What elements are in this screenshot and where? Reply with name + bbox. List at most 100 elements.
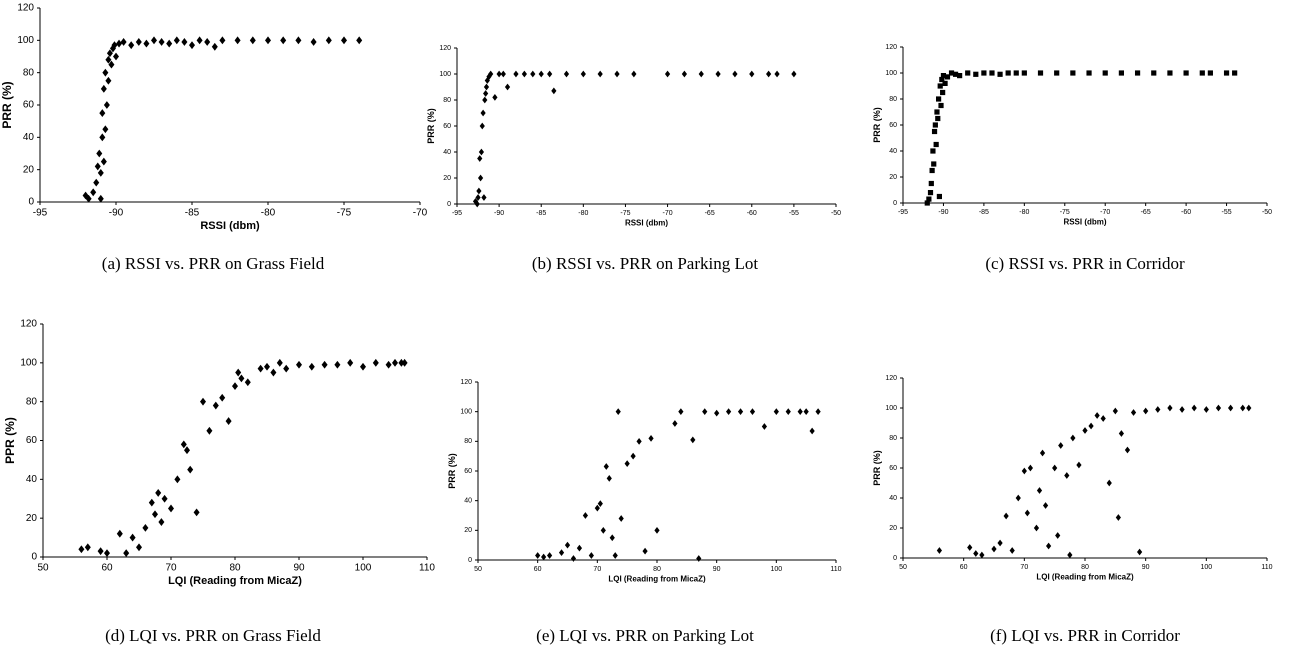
x-tick-label: -80	[261, 208, 276, 219]
point	[1055, 532, 1061, 539]
x-tick-label: -85	[536, 210, 546, 217]
point	[761, 423, 767, 430]
point	[935, 96, 942, 102]
point	[791, 70, 797, 78]
y-tick-label: 40	[889, 148, 897, 155]
x-tick-label: -60	[1181, 209, 1191, 216]
point	[136, 543, 142, 552]
y-tick-label: 120	[17, 3, 34, 14]
y-tick-label: 40	[443, 149, 451, 156]
point	[774, 70, 780, 78]
point	[93, 178, 100, 187]
x-tick-label: 70	[1020, 564, 1028, 571]
point	[1118, 70, 1124, 76]
point	[97, 194, 104, 203]
point	[749, 408, 756, 416]
point	[187, 465, 194, 474]
point	[116, 529, 123, 538]
point	[933, 141, 939, 148]
point	[1058, 442, 1064, 449]
point	[624, 460, 630, 467]
point	[1013, 70, 1019, 76]
point	[942, 80, 948, 86]
point	[702, 408, 708, 416]
point	[541, 553, 547, 561]
point	[85, 194, 92, 203]
point	[94, 162, 101, 171]
point	[360, 362, 366, 371]
point	[973, 550, 979, 557]
x-tick-label: 90	[293, 563, 305, 574]
x-tick-label: 100	[355, 563, 372, 574]
point	[325, 36, 332, 45]
point	[681, 70, 687, 78]
point	[991, 545, 997, 553]
y-tick-label: 120	[460, 379, 472, 386]
point	[477, 174, 484, 182]
point	[1134, 70, 1141, 76]
y-tick-label: 0	[468, 557, 472, 564]
x-tick-label: 80	[653, 566, 661, 573]
point	[257, 364, 264, 373]
x-tick-label: 90	[713, 566, 721, 573]
caption: (a) RSSI vs. PRR on Grass Field	[102, 254, 325, 273]
caption: (f) LQI vs. PRR in Corridor	[990, 626, 1180, 645]
y-tick-label: 120	[885, 44, 897, 51]
y-tick-label: 40	[464, 498, 472, 505]
x-tick-label: 80	[229, 563, 241, 574]
point	[474, 200, 480, 208]
point	[1118, 430, 1124, 437]
point	[174, 475, 181, 484]
point	[479, 122, 485, 130]
point	[308, 362, 315, 371]
point	[547, 552, 553, 559]
point	[78, 545, 85, 554]
point	[1223, 70, 1230, 76]
point	[244, 378, 251, 387]
y-axis-label: PRR (%)	[872, 450, 882, 486]
point	[749, 70, 755, 78]
point	[398, 358, 405, 367]
point	[1009, 547, 1015, 554]
x-tick-label: -75	[620, 210, 630, 217]
x-tick-label: -90	[109, 208, 124, 219]
point	[715, 70, 721, 78]
point	[84, 543, 91, 552]
y-tick-label: 80	[26, 396, 38, 407]
point	[264, 362, 270, 371]
point	[698, 70, 704, 78]
point	[538, 70, 544, 78]
point	[219, 36, 226, 45]
point	[1102, 70, 1108, 76]
point	[1046, 542, 1052, 550]
point	[597, 500, 603, 508]
x-tick-label: -95	[898, 209, 908, 216]
point	[482, 96, 488, 104]
y-tick-label: 0	[28, 197, 34, 208]
point	[500, 70, 506, 78]
x-tick-label: -75	[337, 208, 352, 219]
x-tick-label: 50	[37, 563, 49, 574]
point	[99, 133, 106, 142]
point	[105, 55, 112, 64]
point	[1024, 509, 1030, 517]
y-tick-label: 60	[464, 468, 472, 475]
point	[166, 39, 173, 48]
point	[295, 36, 302, 45]
point	[1005, 70, 1011, 76]
y-tick-label: 60	[443, 123, 451, 130]
point	[97, 169, 104, 177]
point	[797, 408, 803, 416]
point	[1228, 404, 1234, 412]
point	[104, 549, 110, 558]
point	[372, 358, 379, 367]
point	[184, 446, 190, 455]
point	[1054, 70, 1060, 76]
point	[321, 360, 328, 369]
point	[614, 70, 620, 78]
point	[588, 552, 594, 559]
point	[152, 510, 158, 519]
point	[158, 518, 165, 526]
point	[90, 188, 97, 197]
